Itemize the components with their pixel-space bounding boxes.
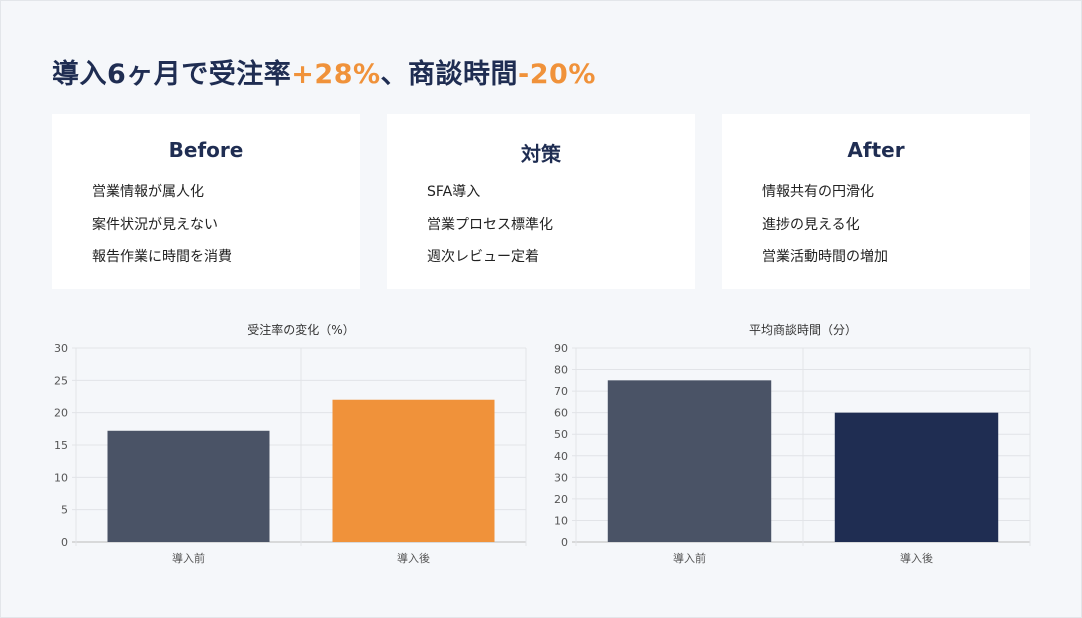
card-item: 情報共有の円滑化 <box>762 184 874 200</box>
card-item: SFA導入 <box>427 184 481 200</box>
y-tick-label: 10 <box>554 514 568 527</box>
chart-title: 受注率の変化（%） <box>247 322 354 337</box>
chart-order-rate: 受注率の変化（%） 0 5 10 15 20 25 30 導入前 導入後 <box>40 318 540 578</box>
order-rate-bar-chart: 受注率の変化（%） 0 5 10 15 20 25 30 導入前 導入後 <box>54 322 527 565</box>
chart-title: 平均商談時間（分） <box>749 322 857 337</box>
bar <box>607 380 772 542</box>
headline-middle: 、商談時間 <box>380 59 519 90</box>
bar <box>332 399 495 542</box>
chart-meeting-time: 平均商談時間（分） 0 10 20 30 40 50 60 70 80 90 導入前 導入後 <box>540 318 1040 578</box>
card-list: 営業情報が属人化 案件状況が見えない 報告作業に時間を消費 <box>92 182 232 280</box>
x-tick-label: 導入前 <box>172 551 205 565</box>
meeting-time-bar-chart: 平均商談時間（分） 0 10 20 30 40 50 60 70 80 90 導入前 導入後 <box>554 322 1031 565</box>
card-item: 営業プロセス標準化 <box>427 216 553 233</box>
y-tick-label: 70 <box>554 385 568 398</box>
bar <box>107 430 270 542</box>
card-list: SFA導入 営業プロセス標準化 週次レビュー定着 <box>427 182 553 280</box>
card-item: 営業活動時間の増加 <box>762 249 888 265</box>
bar <box>834 412 999 542</box>
y-tick-label: 15 <box>54 439 68 452</box>
card-title: Before <box>168 138 244 162</box>
card-item: 報告作業に時間を消費 <box>92 249 232 265</box>
card-title: After <box>847 138 905 162</box>
y-tick-label: 60 <box>554 407 568 420</box>
y-tick-label: 10 <box>54 471 68 484</box>
y-tick-label: 80 <box>554 364 568 377</box>
y-tick-label: 40 <box>554 450 568 463</box>
y-tick-label: 90 <box>554 342 568 355</box>
y-tick-label: 30 <box>54 342 68 355</box>
card-item: 営業情報が属人化 <box>92 184 204 200</box>
y-tick-label: 25 <box>54 374 68 387</box>
y-tick-label: 0 <box>561 536 568 549</box>
y-tick-label: 20 <box>554 493 568 506</box>
card-title: 対策 <box>521 142 561 166</box>
card-before: Before 営業情報が属人化 案件状況が見えない 報告作業に時間を消費 <box>52 114 360 289</box>
headline-accent-order-rate: +28% <box>291 59 381 90</box>
y-tick-label: 20 <box>54 407 68 420</box>
y-tick-label: 50 <box>554 428 568 441</box>
y-tick-label: 5 <box>61 504 68 517</box>
card-item: 週次レビュー定着 <box>427 249 539 265</box>
y-tick-label: 30 <box>554 471 568 484</box>
x-tick-label: 導入前 <box>673 551 706 565</box>
headline-prefix: 導入6ヶ月で受注率 <box>52 59 292 90</box>
x-tick-label: 導入後 <box>397 551 430 565</box>
card-list: 情報共有の円滑化 進捗の見える化 営業活動時間の増加 <box>762 182 888 280</box>
card-item: 案件状況が見えない <box>92 216 218 233</box>
x-tick-label: 導入後 <box>900 551 933 565</box>
card-item: 進捗の見える化 <box>762 216 860 233</box>
card-measures: 対策 SFA導入 営業プロセス標準化 週次レビュー定着 <box>387 114 695 289</box>
headline: 導入6ヶ月で受注率+28%、商談時間-20% <box>52 52 596 91</box>
headline-accent-meeting-time: -20% <box>518 59 596 90</box>
card-after: After 情報共有の円滑化 進捗の見える化 営業活動時間の増加 <box>722 114 1030 289</box>
y-tick-label: 0 <box>61 536 68 549</box>
